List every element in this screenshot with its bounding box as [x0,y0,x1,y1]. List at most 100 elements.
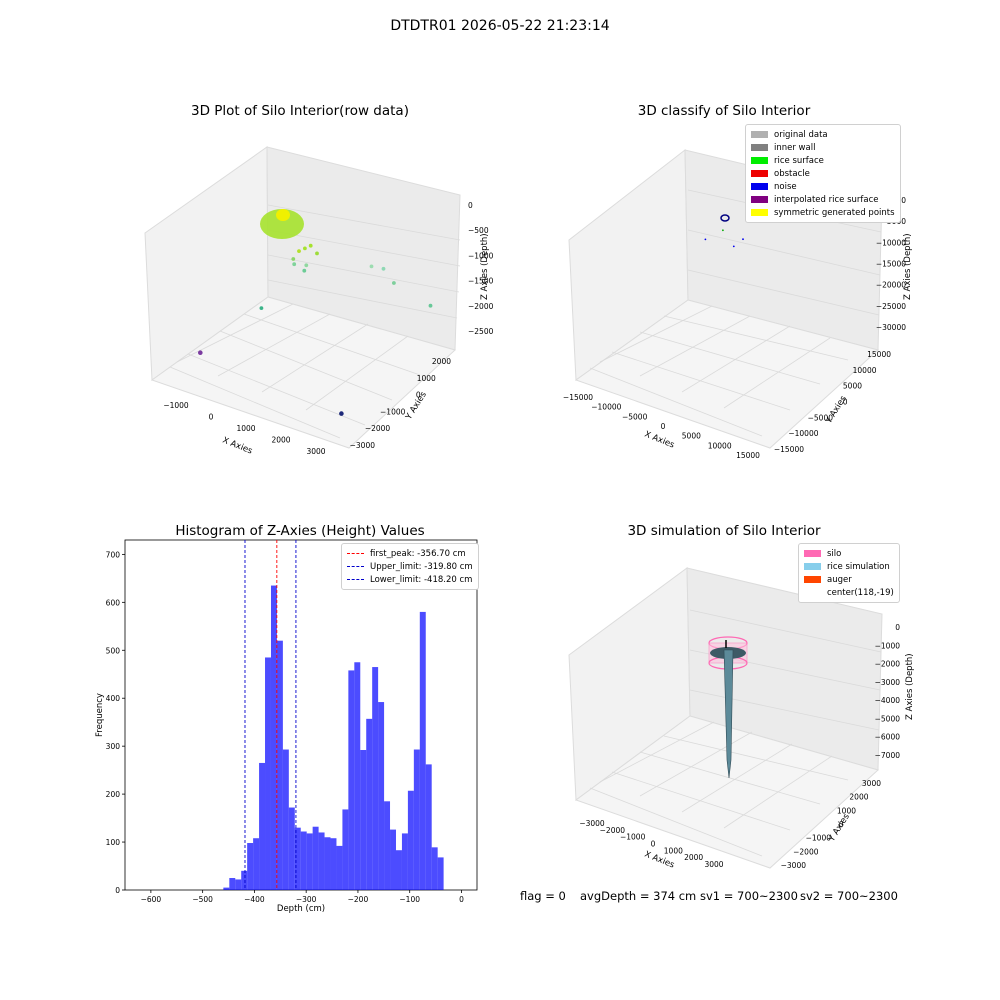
legend-swatch [751,144,768,151]
scatter-point [722,229,724,232]
histogram-bar [431,847,438,890]
histogram-bar [336,845,343,890]
scatter-point [198,350,203,356]
x-tick-label: 2000 [271,436,290,445]
panel1-title: 3D Plot of Silo Interior(row data) [191,103,409,119]
y-tick-label: 200 [106,790,121,799]
x-tick-label: −500 [192,895,213,904]
legend-line [347,553,364,554]
footer-sv1: sv1 = 700~2300 [700,889,798,903]
y-tick-label: 2000 [849,793,868,802]
histogram-bar [324,837,331,890]
histogram-bar [366,718,373,890]
x-tick-label: −100 [399,895,420,904]
histogram-bar [229,878,236,890]
y-tick-label: 5000 [843,382,862,391]
histogram-bar [312,826,319,890]
histogram-bar [419,611,426,890]
scatter-point [381,266,386,271]
legend-label: first_peak: -356.70 cm [370,548,466,559]
legend-label: inner wall [774,142,816,153]
x-tick-label: 0 [651,840,656,849]
y-tick-label: 300 [106,742,121,751]
x-tick-label: 3000 [306,447,325,456]
y-tick-label: −3000 [350,441,376,450]
y-tick-label: 100 [106,838,121,847]
histogram-bar [407,790,414,890]
scatter-point [732,245,735,248]
y-tick-label: 1000 [417,374,436,383]
scatter-point [339,411,344,416]
panel3-legend: first_peak: -356.70 cm Upper_limit: -319… [341,543,479,590]
y-tick-label: −2000 [793,847,819,856]
legend-item: noise [751,180,895,193]
panel3-xlabel: Depth (cm) [277,904,325,914]
panel2-ylabel: Y Axies [824,394,850,427]
y-tick-label: −1000 [380,407,406,416]
legend-swatch [804,576,821,583]
legend-item: first_peak: -356.70 cm [347,547,473,560]
histogram-bar [276,640,283,890]
z-tick-label: −1500 [468,277,494,286]
histogram-bar [437,857,444,890]
z-tick-label: −15000 [876,260,906,269]
legend-line [347,566,364,567]
legend-label: symmetric generated points [774,207,895,218]
x-tick-label: −5000 [622,412,648,421]
histogram-bar [265,657,271,890]
legend-label: rice simulation [827,561,890,572]
y-tick-label: −1000 [806,834,832,843]
panel1-xlabel: X Axies [221,436,254,457]
histogram-bars [223,585,444,890]
histogram-bar [247,843,254,890]
histogram-bar [306,833,313,890]
legend-label: obstacle [774,168,810,179]
y-tick-label: −2000 [365,424,391,433]
z-tick-label: 0 [895,623,900,632]
legend-swatch [751,157,768,164]
histogram-bar [342,809,349,890]
legend-swatch [751,170,768,177]
y-tick-label: −3000 [781,861,807,870]
legend-item: center(118,-19) [804,586,894,599]
y-tick-label: 400 [106,694,121,703]
scatter-point [297,249,301,254]
scatter-point [304,263,309,268]
y-tick-label: 0 [115,886,120,895]
legend-item: symmetric generated points [751,206,895,219]
y-tick-label: 0 [843,398,848,407]
histogram-bar [318,832,325,890]
rice-surface-blob [260,209,304,239]
y-tick-label: −10000 [788,429,818,438]
y-tick-label: 600 [106,598,121,607]
z-tick-label: 0 [468,201,473,210]
x-tick-label: −1000 [163,401,189,410]
legend-line [347,579,364,580]
y-tick-label: 1000 [837,806,856,815]
z-tick-label: −5000 [875,714,901,723]
footer-sv2: sv2 = 700~2300 [800,889,898,903]
panel4-zlabel: Z Axies (Depth) [905,653,915,720]
legend-item: inner wall [751,141,895,154]
legend-item: obstacle [751,167,895,180]
legend-label: Lower_limit: -418.20 cm [370,574,473,585]
panel2-scatter [704,229,744,248]
legend-item: silo [804,547,894,560]
panel1-ticks: −1000 0 1000 2000 3000 2000 1000 0 −1000 −2000 −30… [163,201,493,456]
z-tick-label: −500 [468,226,489,235]
histogram-bar [354,662,361,890]
histogram-bar [282,749,289,890]
z-tick-label: −4000 [875,696,901,705]
scatter-point [704,238,707,241]
footer-avg-depth: avgDepth = 374 cm [580,889,697,903]
panel3-title: Histogram of Z-Axies (Height) Values [175,523,425,539]
scatter-point [742,238,744,241]
y-tick-label: 500 [106,646,121,655]
scatter-point [428,303,433,308]
x-tick-label: 0 [661,422,666,431]
panel3-ticks: −600 −500 −400 −300 −200 −100 0 0 100 200 300 400 50… [106,550,464,904]
scatter-point [303,246,307,251]
panel3-ylabel: Frequency [95,693,105,737]
histogram-bar [253,838,260,890]
legend-swatch [751,183,768,190]
